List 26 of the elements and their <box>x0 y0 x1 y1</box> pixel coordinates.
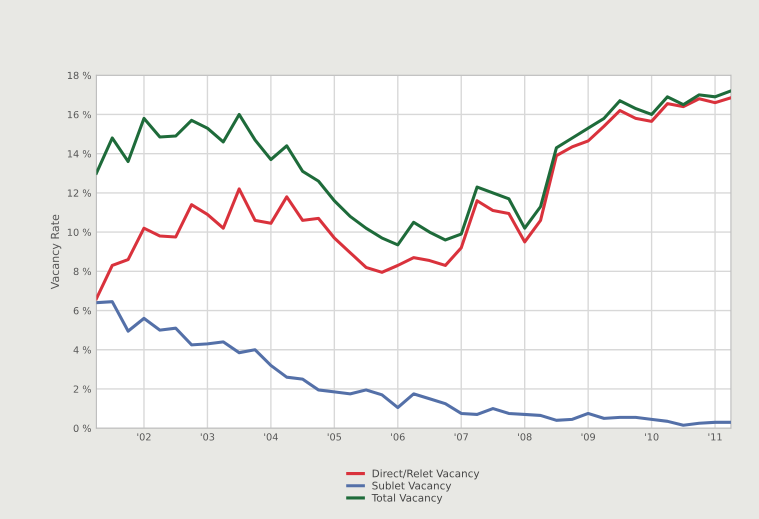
x-tick-label: '06 <box>391 433 405 441</box>
x-tick-label: '07 <box>454 433 468 441</box>
x-tick-label: '11 <box>708 433 722 440</box>
x-tick-label: '02 <box>137 433 151 441</box>
y-tick-label: 12 % <box>68 189 91 197</box>
x-tick-label: '05 <box>328 433 342 441</box>
y-tick-label: 16 % <box>68 110 91 118</box>
y-tick-label: 4 % <box>73 346 91 354</box>
x-tick-label: '10 <box>645 433 658 441</box>
x-tick-label: '04 <box>264 433 278 441</box>
x-tick-label: '09 <box>582 433 595 441</box>
y-tick-label: 18 % <box>68 72 91 80</box>
legend-label: Total Vacancy <box>372 494 442 504</box>
line-series <box>96 89 731 246</box>
y-tick-label: 14 % <box>68 150 91 158</box>
y-tick-label: 10 % <box>68 228 91 236</box>
y-tick-label: 6 % <box>74 307 91 314</box>
legend-label: Direct/Relet Vacancy <box>372 469 480 480</box>
y-axis-title: Vacancy Rate <box>50 214 62 290</box>
x-tick-label: '03 <box>200 433 214 441</box>
legend-label: Sublet Vacancy <box>372 481 452 492</box>
y-tick-label: 2 % <box>74 385 91 393</box>
y-tick-label: 8 % <box>74 268 91 276</box>
line-series <box>96 96 731 300</box>
x-tick-label: '08 <box>518 433 532 441</box>
y-tick-label: 0 % <box>74 424 91 432</box>
